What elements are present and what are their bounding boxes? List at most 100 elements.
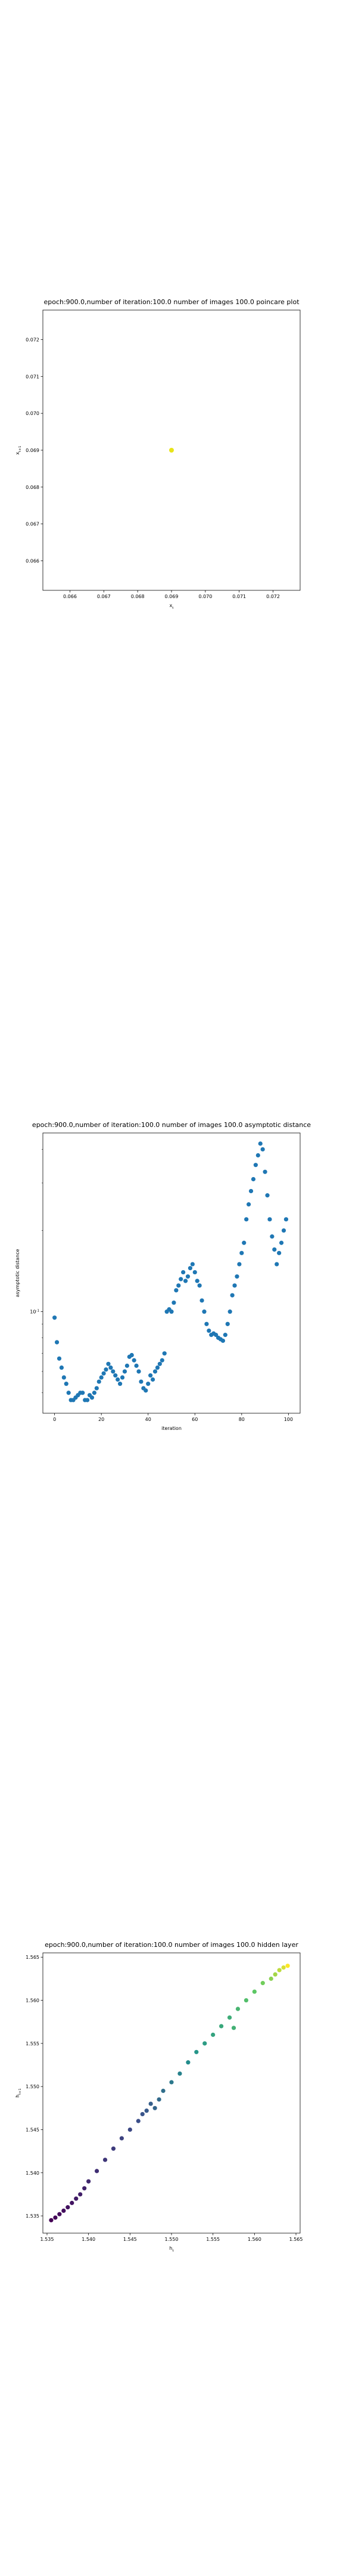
poincare-plot: epoch:900.0,number of iteration:100.0 nu… — [0, 298, 343, 632]
asymptotic-point — [237, 1262, 242, 1267]
asymptotic-point — [124, 1363, 129, 1368]
asymptotic-point — [57, 1356, 62, 1361]
poincare-x-axis-label: xt — [170, 603, 174, 610]
hidden-point — [61, 2208, 66, 2213]
asymptotic-point — [248, 1188, 254, 1194]
hidden-point — [94, 2169, 99, 2174]
poincare-y-axis-label: xt+1 — [15, 445, 22, 455]
poincare-x-tick-label: 0.070 — [198, 594, 212, 599]
asymptotic-point — [270, 1234, 275, 1239]
asymptotic-x-tick-label: 40 — [145, 1417, 151, 1422]
asymptotic-point — [225, 1321, 230, 1326]
asymptotic-point — [144, 1388, 148, 1393]
hidden-layer-plot: epoch:900.0,number of iteration:100.0 nu… — [0, 1941, 343, 2275]
asymptotic-point — [157, 1361, 162, 1366]
asymptotic-point — [244, 1217, 249, 1222]
asymptotic-point — [136, 1369, 141, 1374]
hidden-point — [144, 2109, 149, 2113]
asymptotic-point — [169, 1309, 174, 1314]
poincare-y-tick-label: 0.072 — [26, 337, 39, 342]
asymptotic-point — [129, 1352, 134, 1358]
asymptotic-point — [181, 1270, 186, 1275]
hidden-x-tick-label: 1.545 — [123, 2237, 137, 2242]
asymptotic-point — [235, 1274, 239, 1279]
asymptotic-point — [108, 1365, 113, 1370]
hidden-x-tick-label: 1.535 — [40, 2237, 54, 2242]
asymptotic-point — [80, 1391, 85, 1395]
asymptotic-y-tick-label: 10-1 — [30, 1309, 39, 1315]
asymptotic-point — [176, 1283, 181, 1288]
asymptotic-point — [202, 1309, 207, 1314]
hidden-point — [219, 2024, 224, 2029]
hidden-point — [57, 2212, 62, 2216]
asymptotic-point — [146, 1382, 151, 1386]
asymptotic-point — [64, 1382, 68, 1386]
asymptotic-point — [152, 1369, 158, 1374]
poincare-title: epoch:900.0,number of iteration:100.0 nu… — [43, 298, 300, 306]
hidden-point — [227, 2015, 232, 2020]
hidden-point — [211, 2032, 216, 2037]
asymptotic-point — [66, 1391, 71, 1395]
asymptotic-point — [155, 1365, 160, 1370]
asymptotic-point — [230, 1293, 235, 1298]
asymptotic-point — [263, 1169, 267, 1174]
asymptotic-x-tick-label: 60 — [192, 1417, 198, 1422]
hidden-point — [111, 2146, 116, 2151]
hidden-point — [157, 2097, 161, 2102]
asymptotic-point — [111, 1369, 116, 1374]
asymptotic-point — [174, 1288, 179, 1293]
asymptotic-point — [106, 1361, 111, 1366]
asymptotic-x-axis-label: iteration — [161, 1426, 182, 1431]
hidden-point — [252, 1989, 257, 1994]
hidden-point — [119, 2136, 124, 2141]
hidden-point — [82, 2186, 87, 2191]
hidden-point — [102, 2157, 108, 2162]
poincare-y-tick-label: 0.066 — [26, 559, 39, 564]
asymptotic-point — [94, 1386, 99, 1391]
asymptotic-point — [242, 1240, 247, 1245]
asymptotic-point — [192, 1270, 197, 1275]
asymptotic-point — [281, 1228, 286, 1233]
hidden-point — [127, 2127, 132, 2132]
asymptotic-point — [179, 1277, 183, 1281]
asymptotic-point — [185, 1274, 191, 1279]
asymptotic-point — [99, 1375, 104, 1380]
poincare-x-tick-label: 0.067 — [97, 594, 111, 599]
hidden-point — [177, 2071, 182, 2076]
asymptotic-point — [275, 1262, 279, 1267]
hidden-y-tick-label: 1.560 — [26, 1998, 39, 2004]
hidden-point — [148, 2101, 153, 2106]
asymptotic-point — [197, 1283, 202, 1288]
asymptotic-y-axis-label: asymptotic distance — [15, 1249, 20, 1297]
hidden-x-tick-label: 1.555 — [206, 2237, 220, 2242]
poincare-x-tick-label: 0.066 — [63, 594, 77, 599]
hidden-x-axis-label: ht — [169, 2246, 174, 2253]
hidden-point — [74, 2196, 79, 2201]
asymptotic-point — [204, 1321, 209, 1326]
asymptotic-point — [118, 1382, 123, 1386]
hidden-y-tick-label: 1.535 — [26, 2213, 39, 2219]
hidden-point — [194, 2049, 199, 2054]
hidden-point — [169, 2080, 174, 2085]
hidden-point — [281, 1965, 286, 1970]
hidden-y-tick-label: 1.540 — [26, 2171, 39, 2176]
asymptotic-svg: 0 20 40 60 80 100 10-1 iteration asymptotic dist… — [15, 1132, 301, 1431]
asymptotic-plot-frame — [42, 1132, 301, 1414]
asymptotic-point — [277, 1250, 282, 1255]
asymptotic-point — [120, 1375, 125, 1380]
asymptotic-point — [183, 1278, 188, 1283]
poincare-point — [169, 448, 174, 453]
hidden-y-tick-label: 1.545 — [26, 2127, 39, 2132]
asymptotic-point — [232, 1283, 237, 1288]
asymptotic-point — [172, 1300, 176, 1305]
hidden-point — [260, 1981, 265, 1986]
asymptotic-point — [89, 1395, 95, 1400]
asymptotic-point — [52, 1315, 57, 1320]
asymptotic-point — [199, 1298, 204, 1303]
poincare-svg: 0.066 0.067 0.068 0.069 0.070 0.071 0.072 0.066… — [15, 309, 301, 610]
asymptotic-point — [253, 1163, 258, 1168]
asymptotic-point — [214, 1333, 219, 1337]
hidden-point — [78, 2192, 83, 2197]
hidden-point — [186, 2060, 191, 2065]
hidden-y-tick-label: 1.555 — [26, 2041, 39, 2046]
